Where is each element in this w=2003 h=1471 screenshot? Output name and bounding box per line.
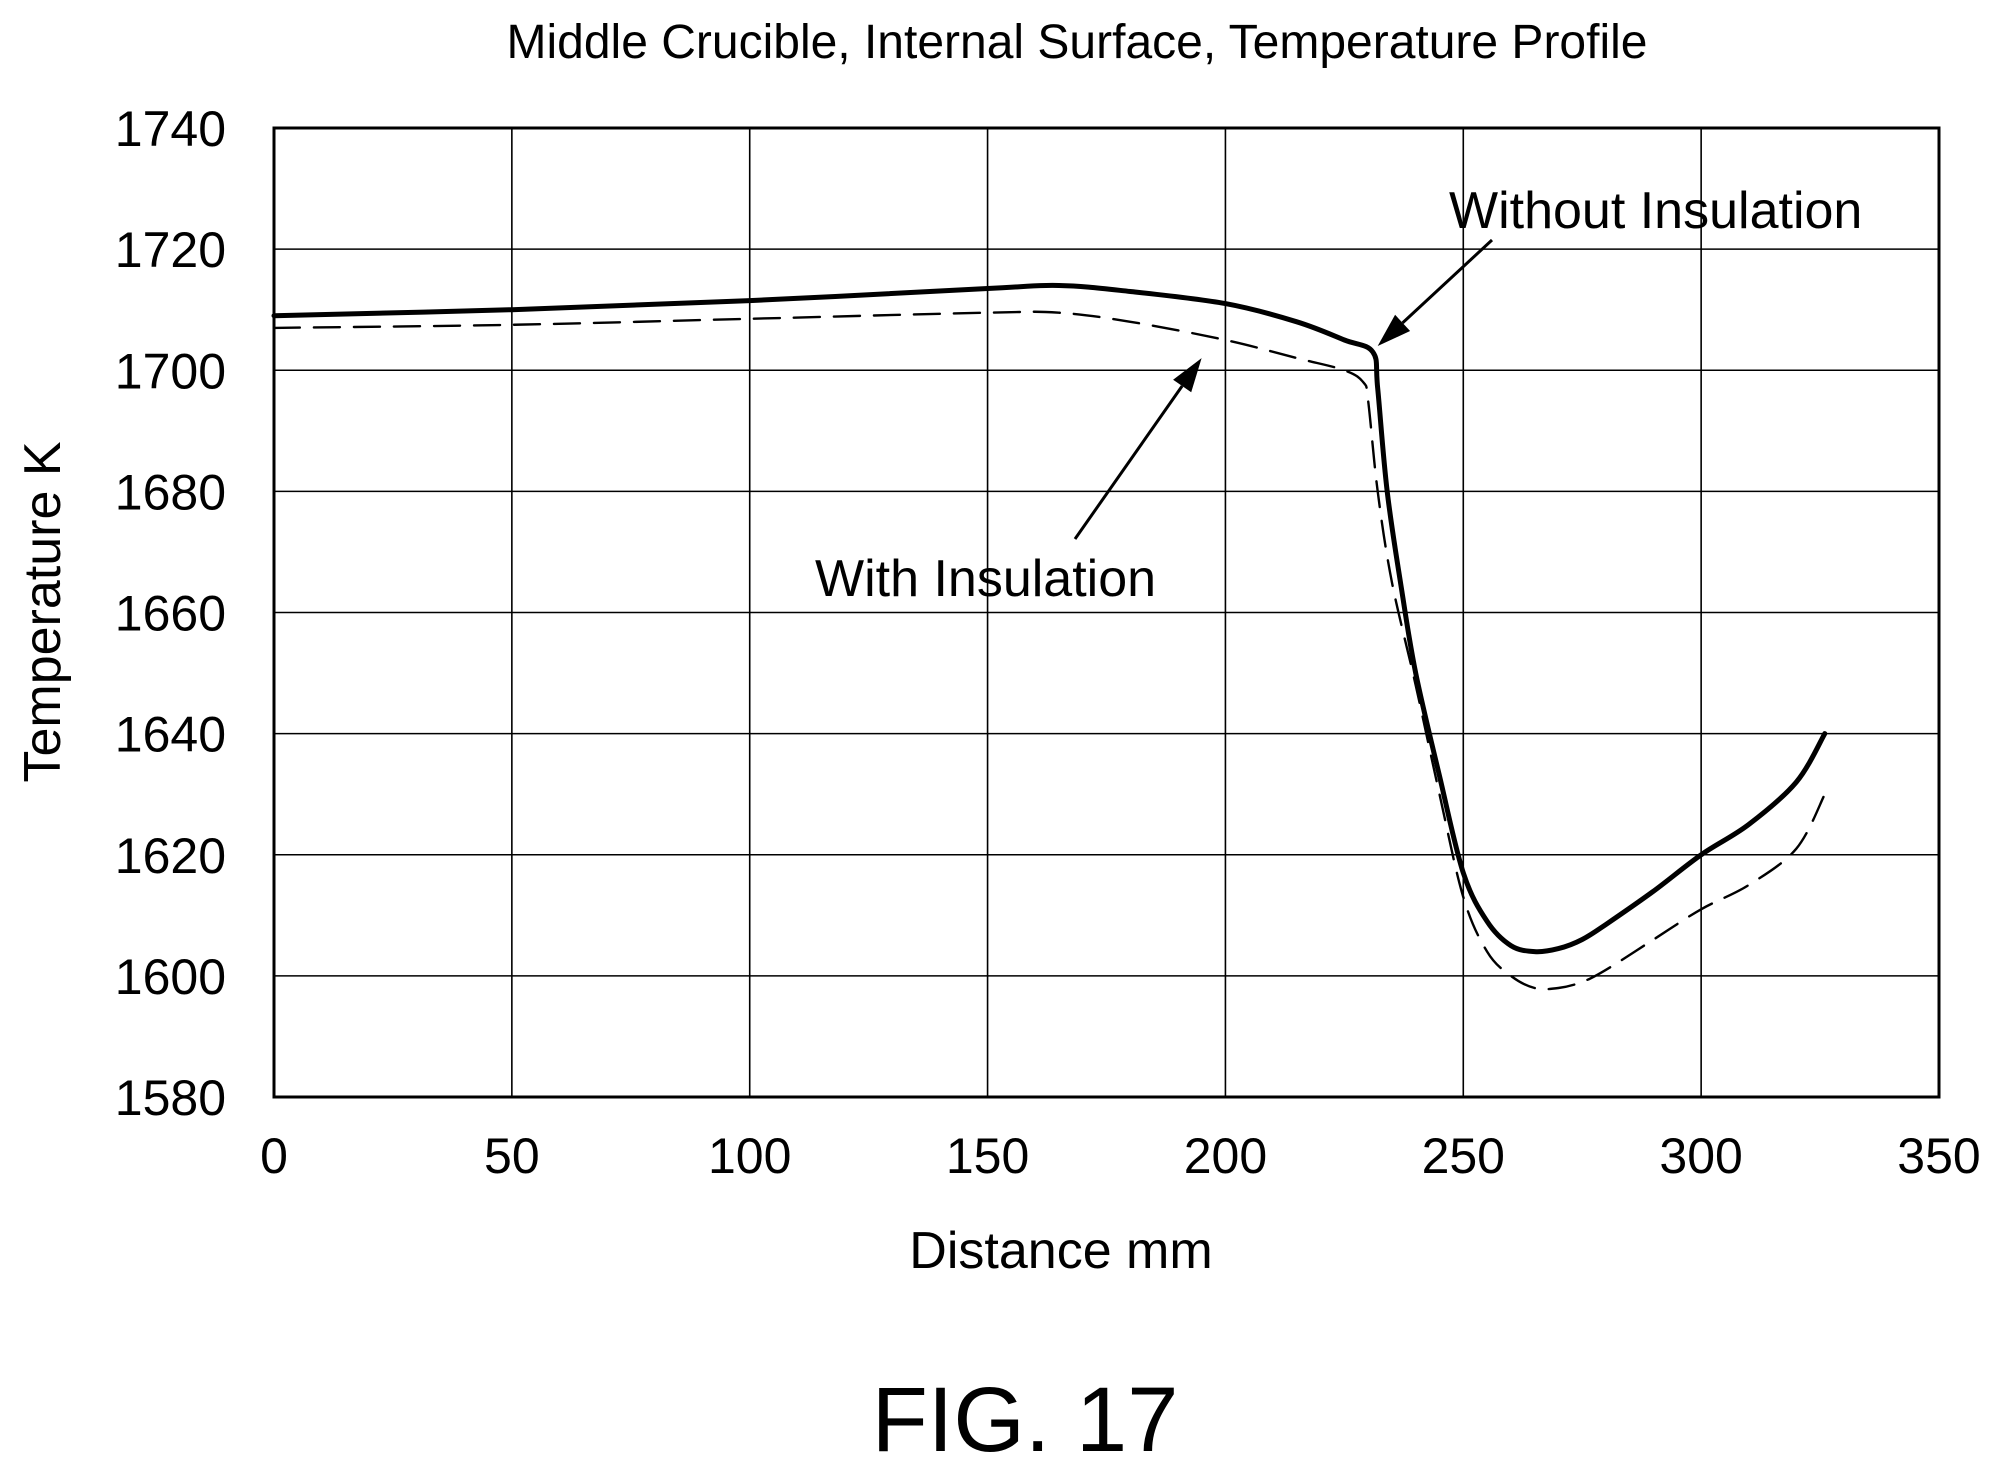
annotation-without-insulation: Without Insulation bbox=[1449, 182, 1862, 240]
y-tick-label: 1580 bbox=[115, 1070, 226, 1126]
annotation-arrowhead-with-insulation bbox=[1173, 358, 1202, 393]
series-line-without-insulation bbox=[271, 282, 1828, 955]
x-axis-label: Distance mm bbox=[909, 1222, 1212, 1280]
x-tick-label: 200 bbox=[1184, 1128, 1267, 1184]
y-tick-label: 1620 bbox=[115, 828, 226, 884]
y-tick-label: 1640 bbox=[115, 707, 226, 763]
y-axis-label: Temperature K bbox=[14, 441, 72, 782]
chart-annotations: Without Insulation With Insulation bbox=[815, 182, 1862, 608]
x-tick-label: 0 bbox=[260, 1128, 288, 1184]
annotation-arrowhead-without-insulation bbox=[1377, 314, 1411, 346]
x-tick-label: 250 bbox=[1422, 1128, 1505, 1184]
annotation-arrow-without-insulation bbox=[1401, 238, 1494, 325]
y-tick-label: 1740 bbox=[115, 101, 226, 157]
series-line-with-insulation bbox=[272, 310, 1826, 991]
x-tick-label: 100 bbox=[708, 1128, 791, 1184]
x-tick-label: 150 bbox=[946, 1128, 1029, 1184]
y-tick-label: 1700 bbox=[115, 343, 226, 399]
annotation-with-insulation: With Insulation bbox=[815, 550, 1156, 608]
x-tick-label: 300 bbox=[1659, 1128, 1742, 1184]
chart-grid bbox=[274, 128, 1939, 1097]
annotation-arrow-with-insulation bbox=[1073, 385, 1184, 540]
y-tick-label: 1600 bbox=[115, 949, 226, 1005]
figure-caption: FIG. 17 bbox=[872, 1369, 1179, 1471]
chart-title: Middle Crucible, Internal Surface, Tempe… bbox=[507, 16, 1648, 69]
chart-tick-labels: 0 50 100 150 200 250 300 350 1580 1600 1620 1640 166… bbox=[115, 101, 1981, 1184]
y-tick-label: 1660 bbox=[115, 586, 226, 642]
x-tick-label: 350 bbox=[1897, 1128, 1980, 1184]
y-tick-label: 1680 bbox=[115, 464, 226, 520]
plot-area-frame bbox=[272, 126, 1941, 1099]
x-tick-label: 50 bbox=[484, 1128, 540, 1184]
y-tick-label: 1720 bbox=[115, 222, 226, 278]
chart-series bbox=[271, 282, 1828, 991]
